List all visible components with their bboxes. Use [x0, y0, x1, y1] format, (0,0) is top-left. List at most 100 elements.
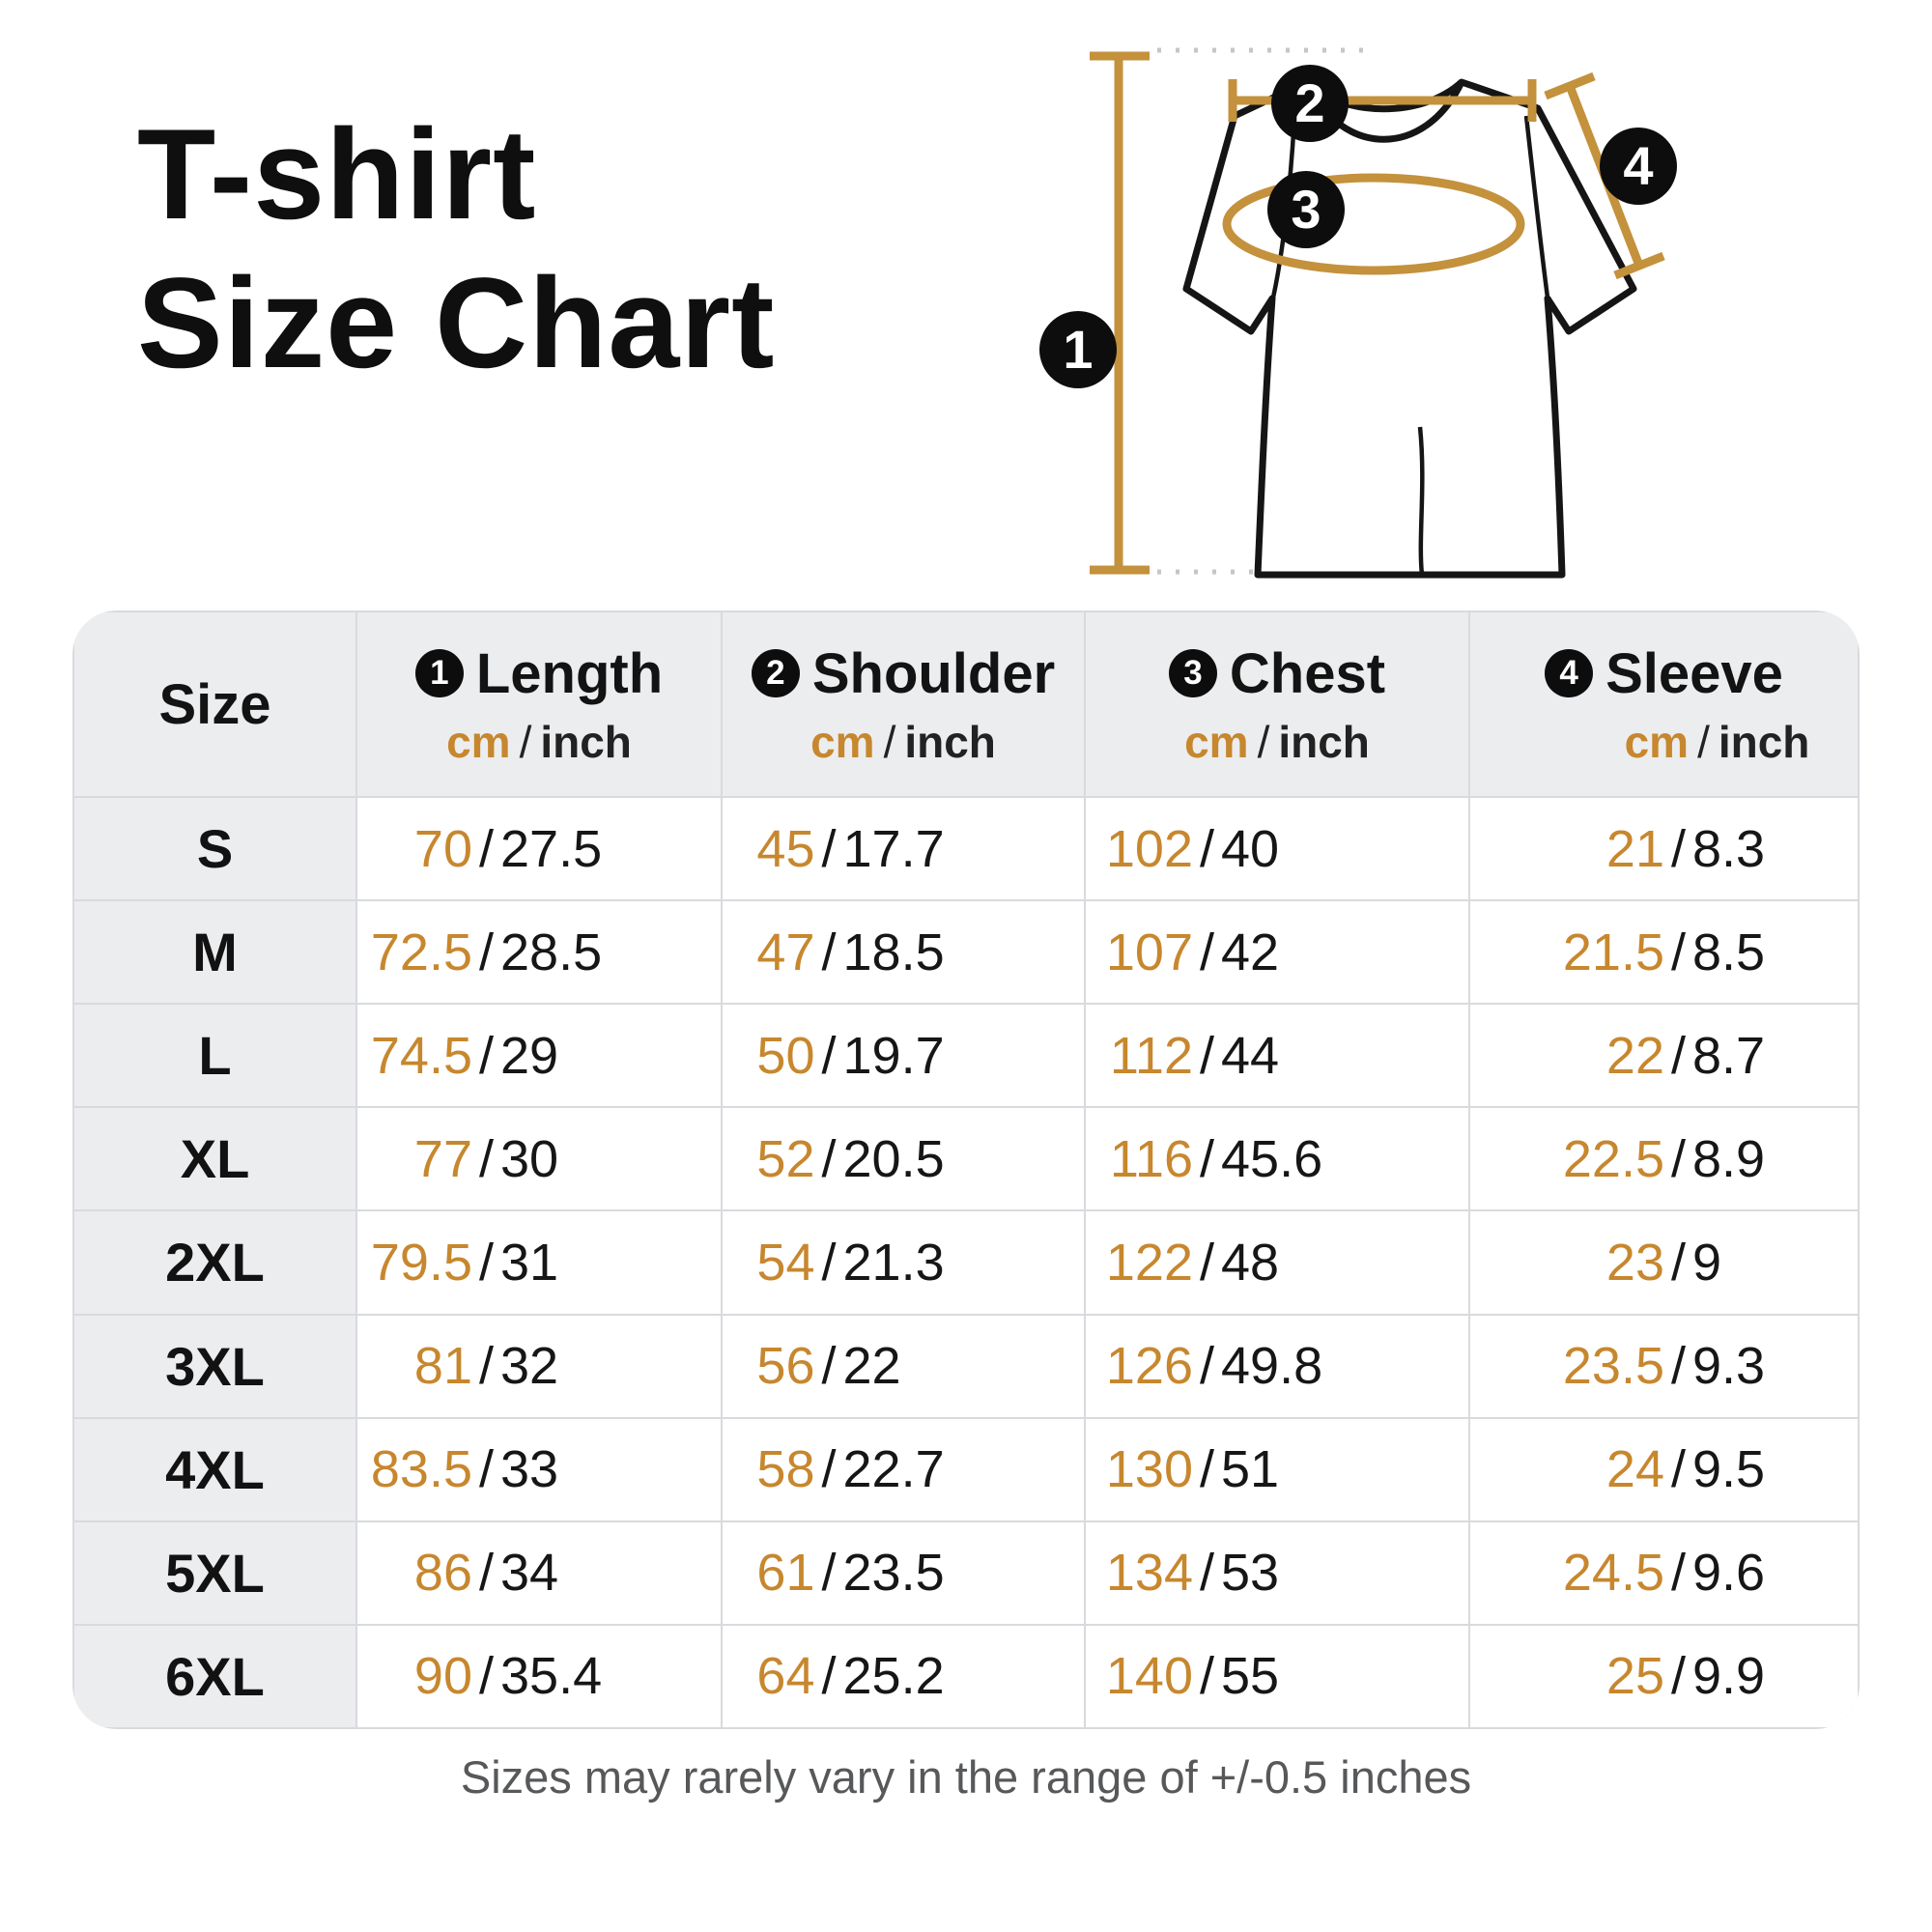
value-separator: / [1199, 1544, 1214, 1603]
cell-shoulder: 52/20.5 [723, 1108, 1084, 1210]
value-separator: / [478, 1233, 494, 1292]
value-separator: / [478, 819, 494, 878]
row-label: S [74, 798, 355, 900]
cell-sleeve: 22/8.7 [1470, 1005, 1858, 1107]
row-label: 5XL [74, 1521, 355, 1624]
badge-4-number: 4 [1623, 135, 1653, 196]
value-separator: / [821, 923, 837, 981]
column-units: cm / inch [1184, 716, 1370, 768]
cm-value: 25 [1605, 1647, 1664, 1706]
value-separator: / [821, 1440, 837, 1499]
cm-value: 77 [413, 1129, 472, 1188]
cm-unit: cm [810, 716, 875, 767]
inch-unit: inch [904, 716, 996, 767]
inch-value: 20.5 [842, 1129, 945, 1188]
inch-value: 48 [1221, 1233, 1280, 1292]
cell-shoulder: 54/21.3 [723, 1211, 1084, 1314]
inch-value: 8.5 [1692, 923, 1766, 981]
value-separator: / [821, 1026, 837, 1085]
badge-3-number: 3 [1291, 179, 1321, 240]
value-separator: / [1670, 1440, 1686, 1499]
cm-value: 23 [1605, 1233, 1664, 1292]
cell-chest: 122/48 [1086, 1211, 1468, 1314]
inch-value: 42 [1221, 923, 1280, 981]
cell-chest: 102/40 [1086, 798, 1468, 900]
chest-measure-ellipse [1222, 173, 1525, 275]
cm-value: 83.5 [370, 1440, 472, 1499]
cm-value: 90 [413, 1647, 472, 1706]
inch-value: 22.7 [842, 1440, 945, 1499]
inch-value: 9.6 [1692, 1544, 1766, 1603]
value-separator: / [478, 1337, 494, 1396]
cell-sleeve: 21.5/8.5 [1470, 901, 1858, 1004]
column-label: Length [475, 641, 664, 705]
inch-value: 8.3 [1692, 819, 1766, 878]
inch-value: 9.3 [1692, 1337, 1766, 1396]
value-separator: / [1670, 1337, 1686, 1396]
cell-length: 70/27.5 [357, 798, 721, 900]
circled-2-icon: 2 [751, 649, 800, 697]
page-title-line2: Size Chart [137, 252, 776, 395]
column-header-sleeve: 4 Sleeve cm / inch [1470, 612, 1858, 796]
inch-value: 22 [842, 1337, 901, 1396]
inch-value: 53 [1221, 1544, 1280, 1603]
cm-value: 107 [1105, 923, 1193, 981]
cm-value: 134 [1105, 1544, 1193, 1603]
page-title-line1: T-shirt [137, 103, 537, 246]
value-separator: / [1670, 1233, 1686, 1292]
inch-value: 51 [1221, 1440, 1280, 1499]
badge-4-circle [1600, 128, 1677, 205]
cm-value: 81 [413, 1337, 472, 1396]
inch-value: 33 [500, 1440, 559, 1499]
inch-value: 31 [500, 1233, 559, 1292]
value-separator: / [478, 1544, 494, 1603]
cell-length: 77/30 [357, 1108, 721, 1210]
cell-length: 90/35.4 [357, 1625, 721, 1727]
value-separator: / [821, 1544, 837, 1603]
sleeve-top-cap [1544, 71, 1596, 100]
inch-value: 44 [1221, 1026, 1280, 1085]
cell-chest: 112/44 [1086, 1005, 1468, 1107]
cm-value: 79.5 [370, 1233, 472, 1292]
tshirt-diagram: 1 2 3 4 [1005, 12, 1692, 603]
inch-value: 9 [1692, 1233, 1722, 1292]
value-separator: / [821, 1337, 837, 1396]
value-separator: / [478, 1026, 494, 1085]
cm-value: 86 [413, 1544, 472, 1603]
cell-sleeve: 24/9.5 [1470, 1418, 1858, 1520]
row-label: XL [74, 1108, 355, 1210]
unit-separator: / [519, 716, 532, 767]
cell-shoulder: 64/25.2 [723, 1625, 1084, 1727]
value-separator: / [1199, 1026, 1214, 1085]
cm-value: 72.5 [370, 923, 472, 981]
circled-4-icon: 4 [1545, 649, 1594, 697]
unit-separator: / [1257, 716, 1270, 767]
cm-value: 24.5 [1562, 1544, 1664, 1603]
circled-1-icon: 1 [414, 649, 464, 697]
badge-2-number: 2 [1294, 72, 1324, 133]
inch-value: 30 [500, 1129, 559, 1188]
cell-shoulder: 58/22.7 [723, 1418, 1084, 1520]
column-label: Chest [1229, 641, 1386, 705]
badge-2-circle [1271, 65, 1349, 142]
cell-shoulder: 47/18.5 [723, 901, 1084, 1004]
inch-unit: inch [540, 716, 632, 767]
cell-length: 79.5/31 [357, 1211, 721, 1314]
cell-chest: 140/55 [1086, 1625, 1468, 1727]
cell-shoulder: 50/19.7 [723, 1005, 1084, 1107]
cell-sleeve: 22.5/8.9 [1470, 1108, 1858, 1210]
row-label: 4XL [74, 1418, 355, 1520]
value-separator: / [1199, 1440, 1214, 1499]
row-label: L [74, 1005, 355, 1107]
row-label: 2XL [74, 1211, 355, 1314]
tshirt-outline [1182, 78, 1637, 579]
sleeve-bottom-cap [1613, 251, 1665, 280]
value-separator: / [1670, 1129, 1686, 1188]
column-units: cm / inch [1625, 716, 1810, 768]
value-separator: / [1670, 1647, 1686, 1706]
inch-value: 45.6 [1221, 1129, 1323, 1188]
tolerance-note: Sizes may rarely vary in the range of +/… [460, 1751, 1472, 1803]
cell-chest: 107/42 [1086, 901, 1468, 1004]
value-separator: / [1199, 819, 1214, 878]
